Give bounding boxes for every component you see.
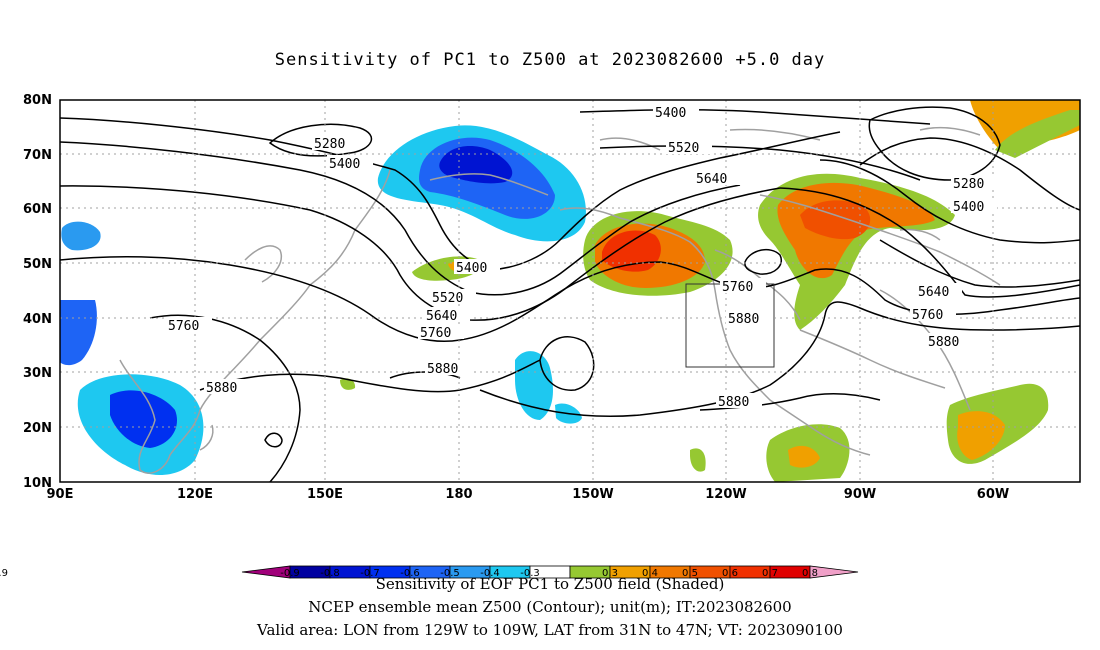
lon-label: 150E [307, 487, 343, 502]
positive-spot-mexico [788, 445, 820, 468]
contour-label: 5400 [655, 106, 686, 121]
contour-label: 5760 [168, 319, 199, 334]
contour-label: 5640 [918, 285, 949, 300]
contour-label: 5640 [426, 309, 457, 324]
colorbar-tick-label: -0.6 [400, 568, 420, 579]
contour-label-group: 5280 5400 5400 5520 5640 5280 5400 5400 … [166, 104, 997, 410]
lat-label: 80N [23, 93, 52, 108]
contour-label: 5760 [912, 308, 943, 323]
contour-5400-east [859, 137, 1080, 211]
colorbar: -0.9 -0.8 -0.7 -0.6 -0.5 -0.4 -0.3 0.3 0.4 0.5 0.6… [0, 565, 859, 579]
negative-core-east-asia [110, 390, 178, 448]
lat-label: 30N [23, 366, 52, 381]
contour-label: 5280 [314, 137, 345, 152]
grid-lines [60, 100, 1080, 482]
caption-line-1: Sensitivity of EOF PC1 to Z500 field (Sh… [375, 575, 725, 593]
contour-5400-north [579, 108, 931, 125]
lon-label: 90E [47, 487, 74, 502]
lon-label: 60W [977, 487, 1009, 502]
lat-label: 60N [23, 202, 52, 217]
contour-5520-north [599, 145, 921, 181]
contour-small-loop [264, 432, 283, 448]
contour-5280-east [868, 106, 1001, 181]
positive-core-atlantic [957, 411, 1005, 460]
contour-label: 5760 [420, 326, 451, 341]
contour-label: 5280 [953, 177, 984, 192]
sensitivity-shading [60, 100, 1080, 482]
colorbar-tick-label: -0.9 [280, 568, 300, 579]
colorbar-tick-label: 0.4 [642, 568, 658, 579]
lon-label: 90W [844, 487, 876, 502]
colorbar-tick-label: -0.4 [480, 568, 500, 579]
lon-label: 150W [572, 487, 613, 502]
lat-labels: 80N 70N 60N 50N 40N 30N 20N 10N [23, 93, 52, 491]
positive-inner-gulf-alaska [602, 230, 661, 272]
lon-label: 120E [177, 487, 213, 502]
positive-spot-pacific-1 [340, 378, 356, 390]
chart-title: Sensitivity of PC1 to Z500 at 2023082600… [274, 50, 826, 70]
contour-label: 5880 [427, 362, 458, 377]
colorbar-tick-label: -0.7 [360, 568, 380, 579]
colorbar-tick-label: -0.8 [320, 568, 340, 579]
lon-label: 120W [705, 487, 746, 502]
coastlines [119, 126, 1001, 474]
lat-label: 10N [23, 476, 52, 491]
contour-5640-east-2 [879, 239, 1080, 288]
contour-5880-east [479, 301, 1080, 418]
contour-5520-east [819, 159, 1080, 244]
colorbar-tick-label: 0.6 [722, 568, 738, 579]
contour-5880-central [199, 359, 541, 393]
contour-label: 5400 [456, 261, 487, 276]
contour-label: 5880 [928, 335, 959, 350]
lat-label: 50N [23, 257, 52, 272]
caption-line-2: NCEP ensemble mean Z500 (Contour); unit(… [308, 598, 792, 616]
lat-label: 70N [23, 148, 52, 163]
colorbar-tick-label: 0.5 [682, 568, 698, 579]
lat-label: 40N [23, 312, 52, 327]
lon-label: 180 [445, 487, 472, 502]
contour-label: 5640 [696, 172, 727, 187]
contour-label: 5880 [718, 395, 749, 410]
contour-label: 5880 [728, 312, 759, 327]
contour-5760-west [60, 255, 1080, 343]
caption-line-3: Valid area: LON from 129W to 109W, LAT f… [257, 621, 843, 639]
contour-5880-loop [539, 336, 595, 391]
contour-5520-west [60, 141, 741, 296]
positive-spot-pacific-2 [690, 448, 706, 472]
colorbar-tick-label: 0.8 [802, 568, 818, 579]
contour-5760-east-inner [744, 248, 782, 275]
colorbar-segment [809, 565, 859, 579]
contour-label: 5520 [668, 141, 699, 156]
positive-arm-arctic [995, 110, 1080, 158]
lat-label: 20N [23, 421, 52, 436]
negative-inner-north-pacific [439, 146, 513, 184]
contour-label: 5400 [953, 200, 984, 215]
map-frame [59, 99, 1081, 483]
contour-5280-west [268, 123, 373, 157]
contour-5640-east [779, 187, 1080, 298]
colorbar-tick-label: 0.9 [0, 568, 8, 579]
colorbar-tick-label: 0.3 [602, 568, 618, 579]
contour-label: 5400 [329, 157, 360, 172]
negative-spot-west [61, 221, 101, 251]
contour-label: 5880 [206, 381, 237, 396]
colorbar-tick-label: -0.5 [440, 568, 460, 579]
contour-label: 5520 [432, 291, 463, 306]
negative-region-west-edge [60, 300, 97, 366]
lon-labels: 90E 120E 150E 180 150W 120W 90W 60W [47, 487, 1010, 502]
colorbar-tick-label: -0.3 [520, 568, 540, 579]
colorbar-tick-label: 0.7 [762, 568, 778, 579]
contour-label: 5760 [722, 280, 753, 295]
